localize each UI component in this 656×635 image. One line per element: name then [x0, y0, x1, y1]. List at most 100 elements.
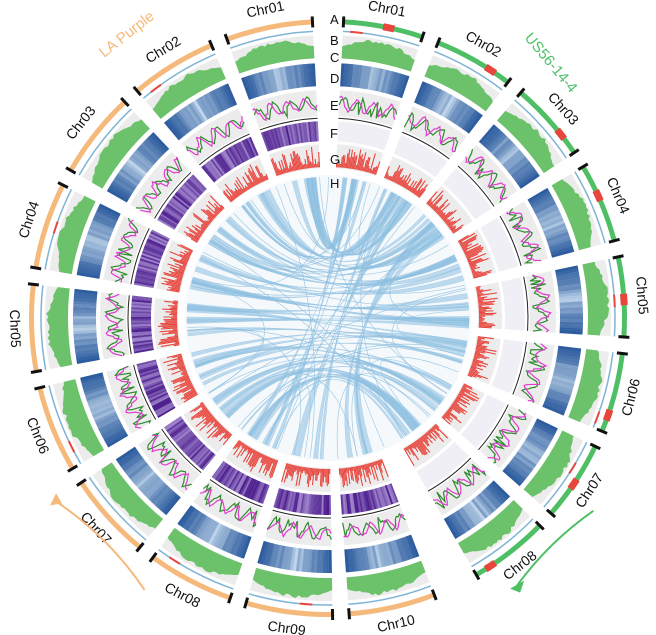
track-d-cell-left-chr10	[344, 549, 350, 573]
track-f-cell-left-chr05	[132, 342, 154, 348]
track-g-bar-left-chr08	[259, 453, 263, 458]
track-g-bar-left-chr08	[234, 440, 241, 449]
track-e-baseline-right-chr02	[402, 131, 450, 160]
track-g-bar-left-chr01	[304, 159, 307, 169]
track-g-bar-left-chr09	[301, 466, 304, 473]
track-f-cell-left-chr08	[211, 460, 225, 479]
track-f-cell-left-chr02	[216, 154, 230, 172]
track-d-cell-left-chr06	[92, 406, 115, 418]
telomere-start-right-chr02	[434, 36, 442, 49]
direction-arrow-right	[515, 509, 594, 588]
track-d-cell-right-chr03	[504, 151, 524, 170]
synteny-line-29	[209, 240, 418, 428]
track-f-cell-left-chr06	[152, 398, 172, 410]
track-d-cell-left-chr09	[257, 540, 267, 564]
track-g-bar-right-chr05	[476, 288, 480, 291]
track-d-cell-left-chr05	[73, 324, 97, 329]
track-g-bar-right-chr05	[478, 325, 493, 328]
track-f-cell-left-chr07	[171, 426, 189, 440]
track-f-cell-left-chr05	[131, 303, 152, 307]
track-f-cell-left-chr10	[350, 493, 356, 514]
track-g-bar-right-chr07	[448, 408, 453, 412]
track-g-bar-left-chr08	[247, 447, 251, 453]
track-d-cell-left-chr01	[311, 63, 317, 87]
track-d-cell-right-chr01	[386, 71, 396, 95]
track-d-cell-right-chr06	[544, 398, 567, 410]
track-d-cell-right-chr07	[535, 418, 558, 432]
track-g-bar-right-chr06	[469, 368, 480, 374]
track-g-bar-right-chr07	[447, 409, 452, 413]
telomere-end-right-chr06	[596, 427, 608, 435]
track-g-bar-right-chr01	[349, 149, 353, 169]
track-g-bar-left-chr03	[206, 220, 211, 224]
track-d-cell-left-chr06	[84, 388, 108, 399]
telomere-start-left-chr08	[227, 592, 234, 604]
track-g-bar-left-chr02	[248, 182, 253, 188]
track-f-cell-left-chr06	[138, 366, 159, 374]
track-f-cell-left-chr01	[260, 132, 270, 152]
track-d-cell-left-chr01	[305, 63, 311, 87]
track-g-bar-left-chr09	[294, 465, 297, 472]
track-d-cell-left-chr10	[392, 539, 403, 563]
track-g-bar-right-chr04	[470, 266, 480, 271]
telomere-end-left-chr03	[120, 96, 130, 108]
track-g-bar-right-chr06	[473, 358, 484, 363]
synteny-line-25	[389, 229, 469, 327]
track-f-cell-left-chr10	[342, 494, 346, 515]
track-f-cell-left-chr07	[175, 430, 193, 445]
track-g-bar-left-chr06	[180, 367, 186, 371]
track-g-bar-left-chr03	[203, 209, 215, 220]
synteny-line-6	[240, 343, 465, 430]
track-g-bar-right-chr06	[476, 344, 488, 348]
track-e-line-green-right-chr07	[486, 409, 527, 464]
track-f-cell-left-chr06	[146, 387, 166, 398]
track-d-cell-left-chr06	[88, 398, 112, 410]
track-d-cell-left-chr07	[137, 472, 158, 491]
track-g-bar-left-chr06	[166, 353, 182, 359]
track-g-bar-left-chr08	[253, 453, 262, 468]
telomere-start-right-chr06	[616, 351, 629, 356]
track-f-cell-left-chr10	[383, 485, 392, 506]
track-d-cell-left-chr05	[73, 335, 97, 341]
track-b-right-chr03	[514, 99, 567, 159]
track-g-bar-left-chr06	[170, 374, 189, 383]
track-g-bar-left-chr01	[318, 151, 321, 168]
track-d-cell-right-chr03	[488, 134, 508, 153]
track-e-bg-right-chr01	[338, 90, 401, 127]
track-d-cell-right-chr03	[519, 173, 540, 189]
track-letter-h: H	[330, 176, 339, 191]
track-g-bar-left-chr10	[354, 466, 359, 484]
track-d-cell-left-chr02	[214, 88, 228, 111]
track-d-cell-left-chr02	[195, 98, 211, 120]
track-d-cell-right-chr08	[489, 482, 508, 501]
track-g-bar-right-chr04	[463, 243, 479, 252]
track-d-cell-left-chr01	[278, 67, 287, 91]
track-d-cell-right-chr06	[555, 362, 579, 370]
track-g-bar-left-chr09	[311, 468, 314, 477]
track-g-bar-left-chr07	[201, 410, 210, 417]
track-d-cell-left-chr01	[296, 64, 303, 88]
track-g-bar-left-chr08	[268, 459, 276, 477]
track-c-right-chr02	[424, 64, 493, 112]
track-f-cell-left-chr08	[237, 475, 249, 495]
track-e-line-green-left-chr08	[202, 483, 258, 528]
synteny-link-51	[217, 221, 435, 273]
track-e-bg-left-chr05	[100, 292, 130, 360]
track-d-cell-left-chr10	[382, 542, 391, 566]
track-d-cell-right-chr06	[554, 367, 578, 376]
track-f-cell-left-chr04	[142, 250, 162, 260]
track-c-right-chr06	[568, 349, 603, 423]
track-f-cell-left-chr07	[176, 431, 194, 446]
track-g-bar-right-chr02	[414, 180, 426, 196]
track-d-cell-right-chr05	[556, 271, 580, 279]
ideogram-left-chr04	[33, 183, 66, 269]
track-g-bar-right-chr04	[458, 232, 476, 244]
track-c-left-chr01	[235, 40, 315, 74]
track-d-cell-left-chr01	[290, 65, 297, 89]
track-d-cell-right-chr03	[502, 149, 522, 168]
track-f-cell-left-chr05	[131, 320, 152, 323]
track-g-bar-right-chr01	[362, 167, 365, 172]
track-b-mark-left-chr02	[150, 83, 162, 93]
track-d-cell-left-chr09	[260, 541, 270, 565]
track-g-bar-right-chr01	[344, 162, 347, 169]
